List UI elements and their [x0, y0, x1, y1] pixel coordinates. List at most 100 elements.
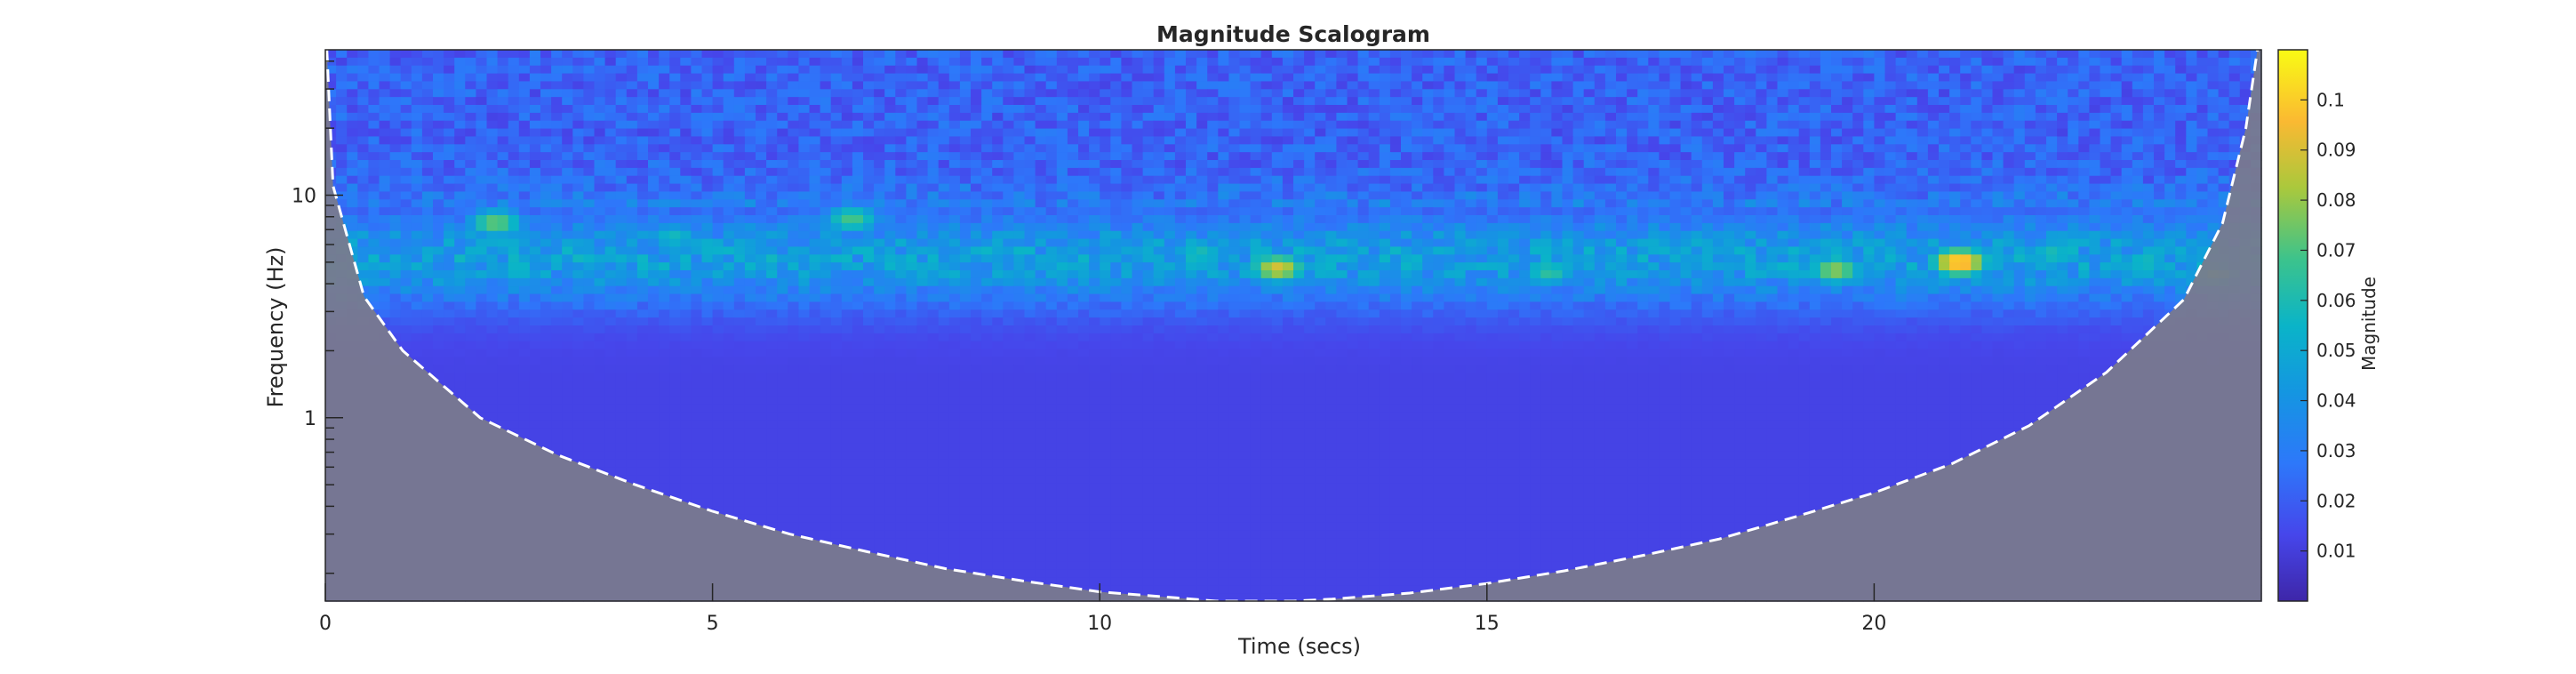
heatmap-cell	[1809, 89, 1821, 98]
heatmap-cell	[2078, 105, 2090, 114]
heatmap-cell	[1100, 262, 1111, 271]
heatmap-cell	[1648, 262, 1660, 271]
heatmap-cell	[1142, 81, 1155, 90]
heatmap-cell	[948, 215, 961, 224]
heatmap-cell	[2196, 81, 2209, 90]
heatmap-cell	[583, 199, 596, 208]
heatmap-cell	[895, 136, 907, 145]
heatmap-cell	[1724, 50, 1735, 59]
heatmap-cell	[1724, 262, 1735, 271]
heatmap-cell	[1572, 160, 1585, 169]
heatmap-cell	[562, 175, 573, 185]
heatmap-cell	[1045, 230, 1058, 240]
heatmap-cell	[2142, 136, 2155, 145]
heatmap-cell	[744, 238, 756, 248]
heatmap-cell	[1336, 160, 1348, 169]
heatmap-cell	[1669, 254, 1682, 263]
heatmap-cell	[1583, 128, 1596, 138]
heatmap-cell	[1207, 120, 1219, 130]
heatmap-cell	[454, 222, 466, 232]
heatmap-cell	[1401, 167, 1412, 177]
heatmap-cell	[594, 238, 606, 248]
heatmap-cell	[798, 175, 811, 185]
heatmap-cell	[421, 262, 434, 271]
heatmap-cell	[1207, 175, 1219, 185]
heatmap-cell	[1078, 152, 1090, 161]
heatmap-cell	[788, 152, 799, 161]
heatmap-cell	[1207, 246, 1219, 255]
heatmap-cell	[1228, 207, 1241, 216]
heatmap-cell	[1572, 238, 1585, 248]
heatmap-cell	[712, 262, 724, 271]
heatmap-cell	[2003, 81, 2015, 90]
heatmap-cell	[2110, 254, 2123, 263]
heatmap-cell	[1497, 81, 1509, 90]
heatmap-cell	[1551, 89, 1564, 98]
heatmap-cell	[959, 199, 972, 208]
heatmap-cell	[1024, 57, 1036, 67]
heatmap-cell	[1971, 222, 1982, 232]
heatmap-cell	[1540, 65, 1552, 75]
heatmap-cell	[1304, 254, 1316, 263]
heatmap-cell	[1540, 81, 1552, 90]
heatmap-cell	[895, 262, 907, 271]
heatmap-cell	[1110, 246, 1122, 255]
heatmap-cell	[379, 144, 391, 153]
heatmap-cell	[1078, 222, 1090, 232]
heatmap-cell	[1497, 160, 1509, 169]
heatmap-cell	[1712, 50, 1724, 59]
heatmap-cell	[680, 144, 692, 153]
heatmap-cell	[626, 183, 638, 193]
heatmap-cell	[1616, 120, 1628, 130]
heatmap-cell	[1540, 183, 1552, 193]
heatmap-cell	[938, 183, 950, 193]
heatmap-cell	[1519, 97, 1531, 106]
heatmap-cell	[1562, 120, 1574, 130]
heatmap-cell	[744, 183, 756, 193]
heatmap-cell	[1616, 175, 1628, 185]
heatmap-cell	[712, 73, 724, 83]
heatmap-cell	[1960, 246, 1972, 255]
heatmap-cell	[551, 246, 563, 255]
heatmap-cell	[486, 230, 499, 240]
heatmap-cell	[669, 175, 681, 185]
heatmap-cell	[529, 262, 541, 271]
heatmap-cell	[529, 175, 541, 185]
heatmap-cell	[777, 81, 788, 90]
heatmap-cell	[497, 120, 509, 130]
heatmap-cell	[1357, 246, 1370, 255]
heatmap-cell	[1379, 160, 1391, 169]
heatmap-cell	[1121, 160, 1133, 169]
heatmap-cell	[357, 191, 369, 200]
heatmap-cell	[1508, 73, 1520, 83]
heatmap-cell	[1132, 120, 1144, 130]
heatmap-cell	[1927, 222, 1940, 232]
heatmap-cell	[1476, 238, 1488, 248]
heatmap-cell	[1045, 50, 1058, 59]
heatmap-cell	[1271, 120, 1284, 130]
heatmap-cell	[1906, 175, 1918, 185]
heatmap-cell	[400, 136, 412, 145]
heatmap-cell	[562, 207, 573, 216]
heatmap-cell	[1218, 167, 1229, 177]
heatmap-cell	[992, 246, 1004, 255]
heatmap-cell	[336, 50, 348, 59]
heatmap-cell	[1207, 112, 1219, 122]
heatmap-cell	[1874, 238, 1886, 248]
heatmap-cell	[357, 73, 369, 83]
heatmap-cell	[562, 160, 573, 169]
heatmap-cell	[1174, 50, 1187, 59]
heatmap-cell	[1003, 50, 1014, 59]
heatmap-cell	[788, 136, 799, 145]
heatmap-cell	[1293, 81, 1305, 90]
heatmap-cell	[1271, 65, 1284, 75]
heatmap-cell	[756, 73, 767, 83]
heatmap-cell	[347, 136, 358, 145]
heatmap-cell	[1024, 262, 1036, 271]
heatmap-cell	[626, 230, 638, 240]
heatmap-cell	[680, 160, 692, 169]
heatmap-cell	[1207, 81, 1219, 90]
heatmap-cell	[1412, 105, 1423, 114]
heatmap-cell	[1304, 222, 1316, 232]
heatmap-cell	[1756, 152, 1767, 161]
